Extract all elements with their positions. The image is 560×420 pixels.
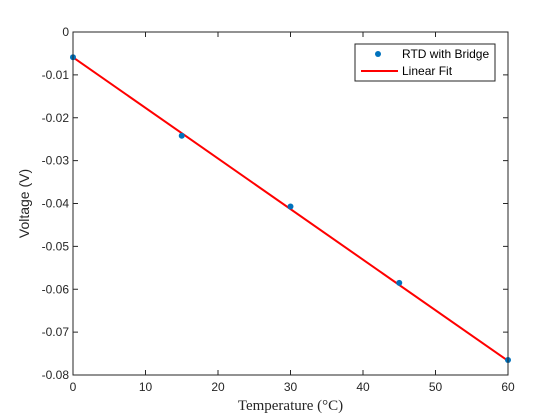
x-tick-label: 20 [211, 380, 225, 394]
y-tick-label: -0.06 [42, 282, 70, 296]
legend-label-rtd: RTD with Bridge [402, 47, 489, 61]
x-tick-label: 60 [501, 380, 515, 394]
y-tick-label: -0.01 [42, 68, 70, 82]
plot-area [73, 32, 508, 375]
x-tick-label: 0 [70, 380, 77, 394]
x-tick-label: 40 [356, 380, 370, 394]
y-tick-label: -0.08 [42, 368, 70, 382]
y-tick-label: 0 [62, 25, 69, 39]
y-tick-label: -0.04 [42, 197, 70, 211]
x-tick-label: 50 [429, 380, 443, 394]
x-tick-label: 10 [139, 380, 153, 394]
x-axis-label: Temperature (°C) [238, 398, 343, 414]
data-point-rtd [178, 132, 185, 139]
y-tick-label: -0.02 [42, 111, 70, 125]
y-tick-label: -0.07 [42, 325, 70, 339]
legend-marker-rtd [375, 51, 381, 57]
ticks-layer: 0 10 20 30 40 50 60 0 -0.01 -0.02 -0.03 -0.04 -0.05 -… [42, 25, 515, 394]
y-axis-label: Voltage (V) [16, 169, 32, 238]
data-point-rtd [396, 279, 403, 286]
legend: RTD with Bridge Linear Fit [354, 43, 496, 82]
x-tick-label: 30 [284, 380, 298, 394]
y-tick-label: -0.05 [42, 239, 70, 253]
legend-label-fit: Linear Fit [402, 64, 453, 78]
legend-box [354, 43, 496, 82]
data-point-rtd [287, 203, 294, 210]
y-tick-label: -0.03 [42, 154, 70, 168]
